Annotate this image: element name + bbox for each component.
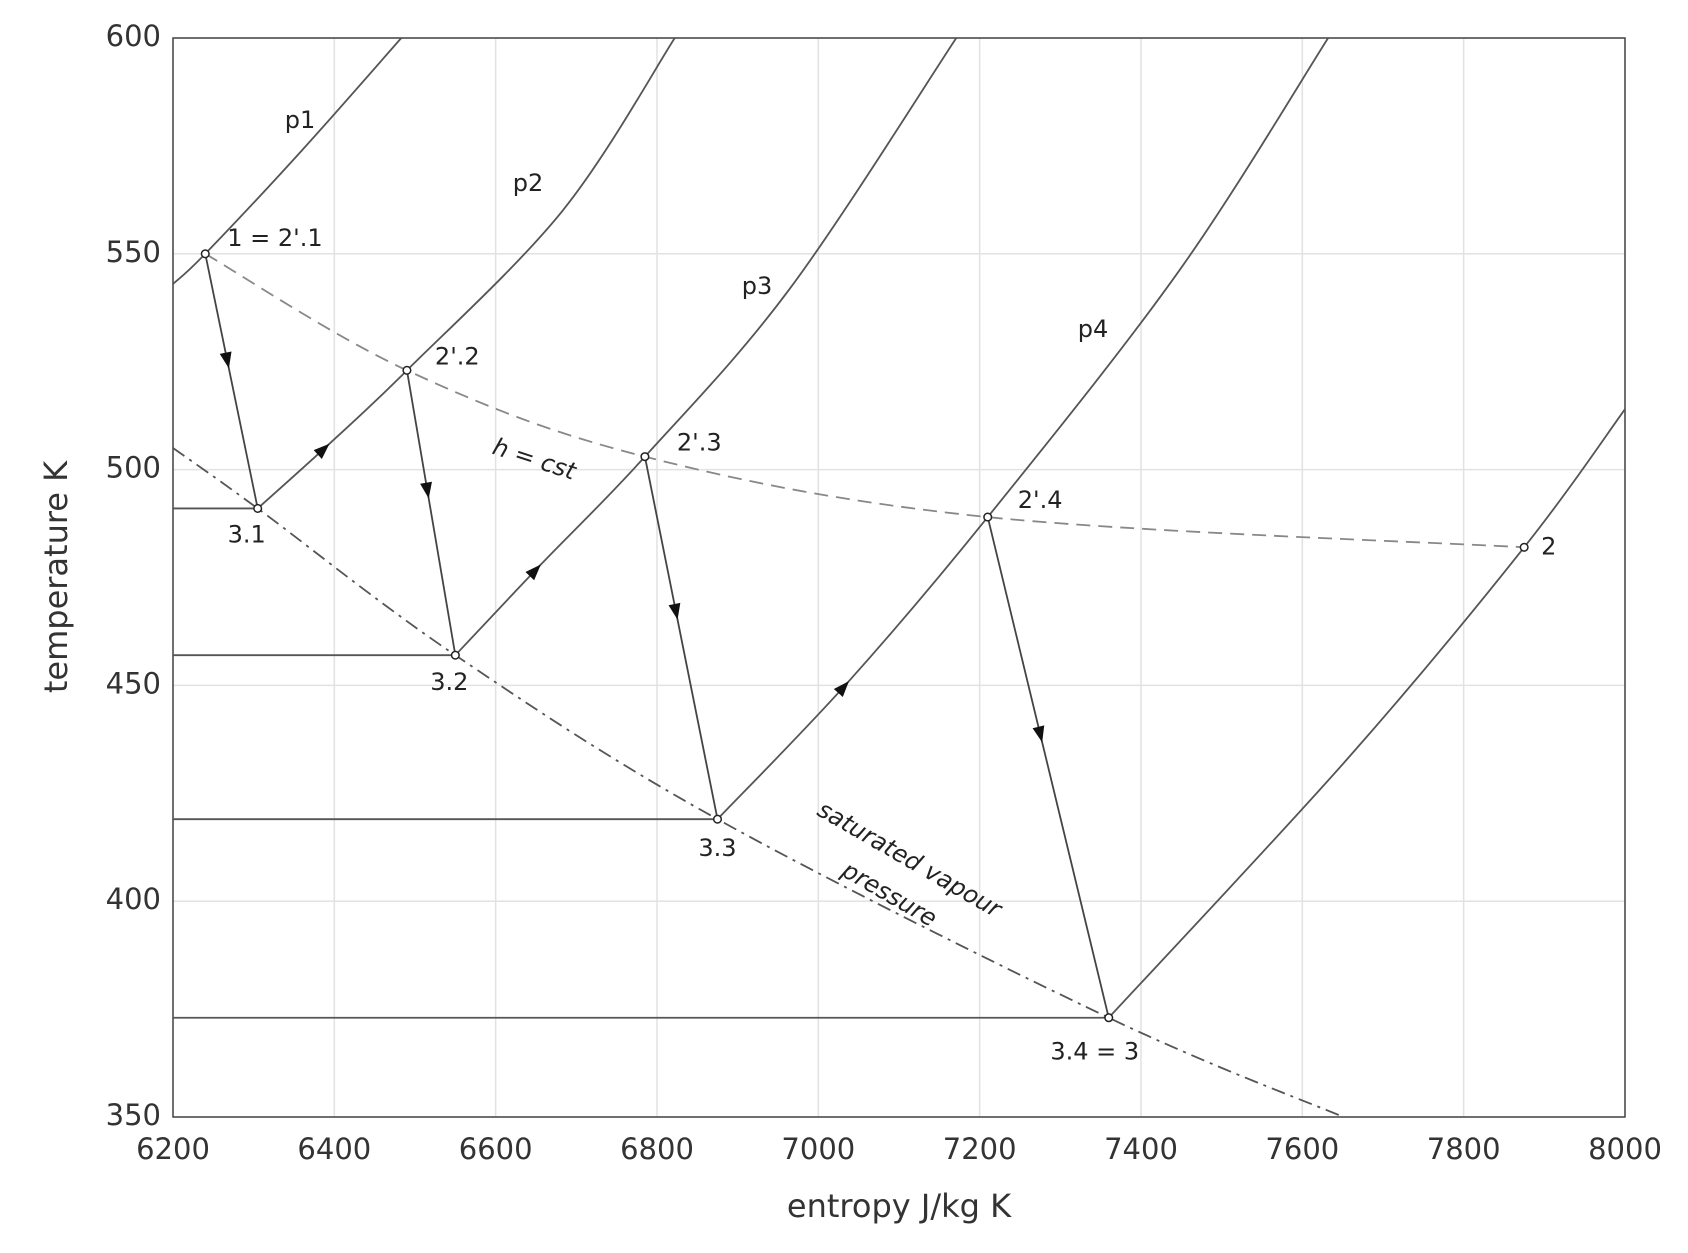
series-name: p1 <box>285 106 316 134</box>
state-point <box>640 452 650 462</box>
state-point <box>1104 1013 1114 1023</box>
point-label: 3.1 <box>228 520 266 548</box>
series-line <box>716 38 1329 820</box>
x-tick-label: 6200 <box>136 1132 210 1166</box>
arrow-head <box>313 443 330 459</box>
series-name: h = cst <box>489 432 581 486</box>
series-line <box>1108 408 1625 1019</box>
point-label: 2'.2 <box>435 342 480 370</box>
y-tick-label: 550 <box>106 235 161 269</box>
series-line <box>986 516 1110 1018</box>
state-point <box>450 650 460 660</box>
x-axis-label: entropy J/kg K <box>787 1187 1012 1225</box>
series-line <box>173 38 402 285</box>
x-tick-label: 7800 <box>1427 1132 1501 1166</box>
point-label: 1 = 2'.1 <box>227 224 322 252</box>
arrow-head <box>219 351 232 369</box>
arrow-head <box>420 481 432 499</box>
point-label: 2 <box>1541 532 1556 560</box>
series-line <box>406 370 457 656</box>
series-line <box>204 253 1525 549</box>
x-tick-label: 7400 <box>1104 1132 1178 1166</box>
point-label: 2'.3 <box>677 429 722 457</box>
series-name: p2 <box>513 169 544 197</box>
series-line <box>204 253 259 509</box>
series-name: p4 <box>1078 315 1109 343</box>
x-tick-label: 7600 <box>1265 1132 1339 1166</box>
arrow-head <box>833 681 849 698</box>
x-tick-label: 7200 <box>943 1132 1017 1166</box>
y-tick-label: 450 <box>106 666 161 700</box>
x-tick-label: 7000 <box>781 1132 855 1166</box>
x-tick-label: 6600 <box>459 1132 533 1166</box>
x-tick-label: 6800 <box>620 1132 694 1166</box>
series-line <box>454 38 958 656</box>
y-axis-label: temperature K <box>37 460 75 693</box>
point-label: 2'.4 <box>1018 486 1063 514</box>
state-point <box>200 249 210 259</box>
point-label: 3.3 <box>698 834 736 862</box>
series-line <box>257 38 676 510</box>
series-line <box>173 447 1344 1117</box>
plot-area <box>173 38 1625 1117</box>
arrow-head <box>668 602 681 620</box>
state-point <box>712 814 723 824</box>
series-line <box>644 456 719 820</box>
y-tick-label: 350 <box>106 1098 161 1132</box>
x-tick-label: 8000 <box>1588 1132 1662 1166</box>
x-tick-label: 6400 <box>297 1132 371 1166</box>
state-point <box>253 503 263 513</box>
arrow-head <box>525 564 541 581</box>
state-point <box>1519 542 1529 552</box>
point-label: 3.2 <box>430 668 468 696</box>
y-tick-label: 500 <box>106 451 161 485</box>
series-name: p3 <box>742 272 773 300</box>
arrow-head <box>1032 725 1045 743</box>
point-label: 3.4 = 3 <box>1050 1038 1139 1066</box>
y-tick-label: 600 <box>106 19 161 53</box>
y-tick-label: 400 <box>106 882 161 916</box>
plot-frame <box>172 37 1626 1118</box>
state-point <box>402 365 412 375</box>
state-point <box>983 512 993 522</box>
